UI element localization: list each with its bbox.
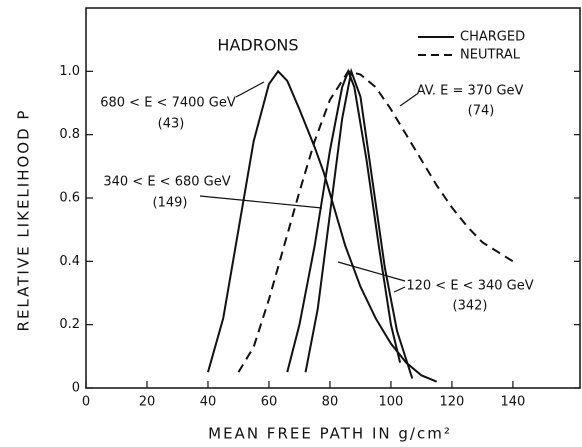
x-tick-label: 40 xyxy=(200,395,217,410)
legend-label: NEUTRAL xyxy=(460,48,521,63)
y-tick-label: 0.6 xyxy=(59,191,80,206)
x-tick-label: 20 xyxy=(139,395,156,410)
y-axis-label: RELATIVE LIKELIHOOD P xyxy=(15,109,33,332)
y-tick-label: 0 xyxy=(72,381,80,396)
y-tick-label: 1.0 xyxy=(59,64,80,79)
x-tick-label: 80 xyxy=(322,395,339,410)
series-label: 120 < E < 340 GeV xyxy=(406,279,533,294)
y-tick-label: 0.8 xyxy=(59,127,80,142)
x-axis-label: MEAN FREE PATH IN g/cm² xyxy=(208,425,452,443)
series-label: AV. E = 370 GeV xyxy=(417,84,524,99)
x-tick-label: 100 xyxy=(379,395,404,410)
series-line xyxy=(304,67,414,379)
series-line xyxy=(237,70,514,373)
chart-title: HADRONS xyxy=(217,36,298,55)
series-count: (74) xyxy=(468,104,495,119)
series-count: (43) xyxy=(158,117,185,132)
series-label: 680 < E < 7400 GeV xyxy=(100,96,236,111)
series-count: (342) xyxy=(453,299,488,314)
x-tick-label: 60 xyxy=(261,395,278,410)
y-tick-label: 0.2 xyxy=(59,317,80,332)
x-tick-label: 140 xyxy=(500,395,525,410)
legend-label: CHARGED xyxy=(460,30,525,45)
x-tick-label: 120 xyxy=(440,395,465,410)
series-line xyxy=(207,69,438,383)
series-line xyxy=(286,68,402,373)
arrows xyxy=(199,81,418,293)
x-tick-label: 0 xyxy=(82,395,90,410)
series-count: (149) xyxy=(153,196,188,211)
y-tick-label: 0.4 xyxy=(59,254,80,269)
series-label: 340 < E < 680 GeV xyxy=(103,175,230,190)
